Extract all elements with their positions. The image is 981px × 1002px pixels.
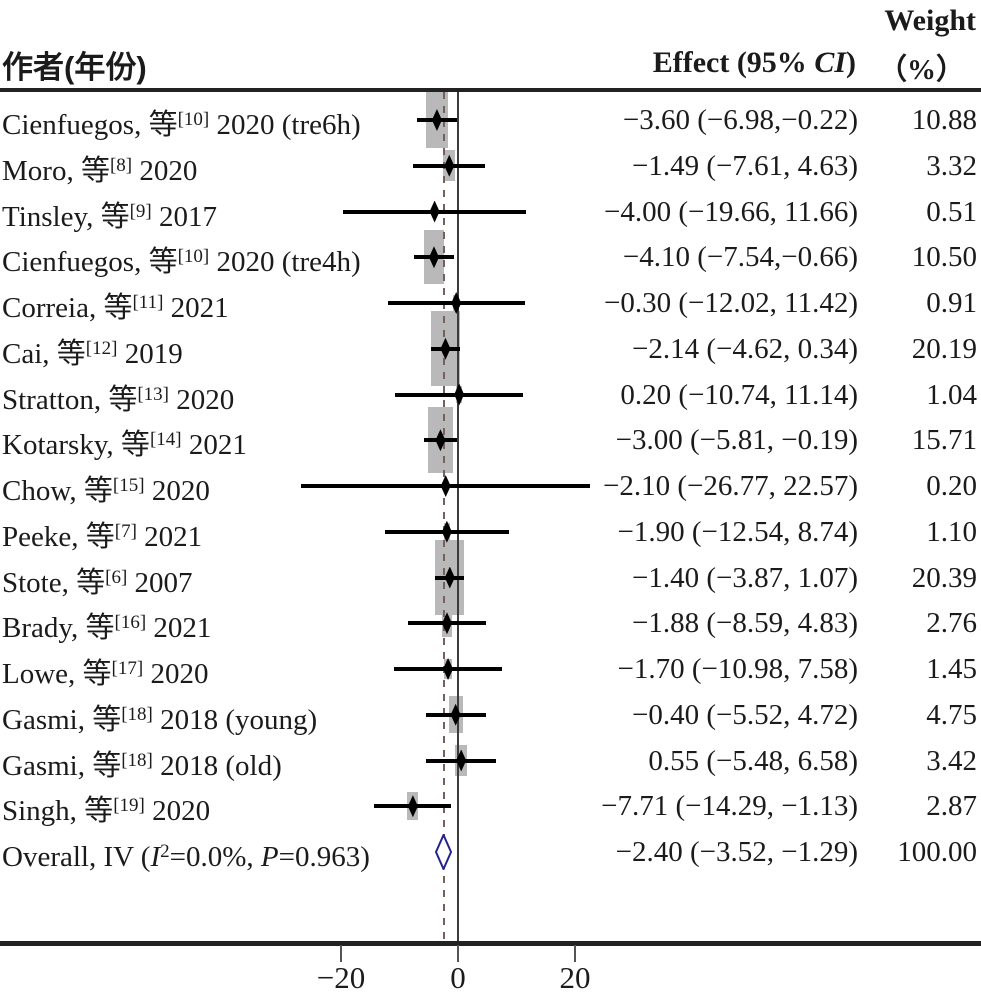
- top-rule: [0, 88, 981, 92]
- x-axis-tick-label: −20: [316, 960, 366, 995]
- x-axis-tick: [574, 945, 576, 962]
- effect-value: −4.00 (−19.66, 11.66): [604, 195, 858, 228]
- effect-value: 0.20 (−10.74, 11.14): [620, 378, 858, 411]
- effect-ci-column-header: Effect (95% CI): [653, 46, 856, 80]
- study-label: Moro, 等[8] 2020: [2, 154, 198, 187]
- study-label: Singh, 等[19] 2020: [2, 795, 211, 828]
- weight-value: 0.91: [926, 287, 977, 319]
- effect-value: −3.60 (−6.98,−0.22): [622, 104, 858, 136]
- weight-value: 1.04: [926, 378, 977, 411]
- weight-value: 20.19: [911, 332, 977, 365]
- point-marker: [407, 795, 418, 818]
- weight-value: 3.42: [926, 744, 977, 777]
- weight-value: 0.20: [926, 470, 977, 502]
- weight-value: 1.10: [926, 515, 977, 548]
- study-label: Gasmi, 等[18] 2018 (young): [2, 703, 318, 736]
- point-marker: [435, 429, 446, 452]
- point-marker: [429, 246, 439, 269]
- weight-value: 2.87: [926, 790, 977, 823]
- study-label: Correia, 等[11] 2021: [2, 292, 229, 324]
- effect-header-ci-italic: CI: [814, 46, 846, 79]
- effect-value: −2.14 (−4.62, 0.34): [631, 332, 858, 365]
- effect-header-close: ): [846, 46, 856, 79]
- effect-value: −1.49 (−7.61, 4.63): [631, 149, 858, 182]
- point-marker: [444, 566, 455, 589]
- author-year-column-header: 作者(年份): [2, 50, 147, 85]
- point-marker: [443, 658, 454, 680]
- point-marker: [454, 383, 465, 406]
- overall-label: Overall, IV (I2=0.0%, P=0.963): [2, 841, 370, 873]
- zero-reference-line: [457, 92, 459, 941]
- effect-value: −1.90 (−12.54, 8.74): [617, 515, 858, 548]
- study-label: Kotarsky, 等[14] 2021: [2, 429, 247, 462]
- study-label: Chow, 等[15] 2020: [2, 475, 210, 507]
- point-marker: [456, 749, 467, 772]
- overall-effect-value: −2.40 (−3.52, −1.29): [615, 836, 858, 868]
- overall-dashed-line: [442, 92, 445, 941]
- effect-value: −1.88 (−8.59, 4.83): [631, 607, 858, 640]
- weight-value: 15.71: [911, 424, 977, 457]
- point-marker: [431, 109, 442, 131]
- x-axis-tick-label: 0: [450, 960, 466, 995]
- x-axis-tick-label: 20: [559, 960, 591, 995]
- point-marker: [451, 292, 462, 314]
- point-marker: [440, 337, 451, 360]
- effect-value: 0.55 (−5.48, 6.58): [648, 744, 858, 777]
- effect-value: −1.40 (−3.87, 1.07): [631, 561, 858, 594]
- effect-value: −0.30 (−12.02, 11.42): [604, 287, 858, 319]
- effect-header-text: Effect (95%: [652, 46, 815, 79]
- study-label: Stote, 等[6] 2007: [2, 566, 193, 599]
- weight-value: 2.76: [926, 607, 977, 640]
- bottom-rule: [0, 941, 981, 946]
- weight-value: 3.32: [926, 149, 977, 182]
- study-label: Cienfuegos, 等[10] 2020 (tre4h): [2, 246, 361, 279]
- study-label: Brady, 等[16] 2021: [2, 612, 212, 645]
- study-label: Stratton, 等[13] 2020: [2, 383, 235, 416]
- overall-diamond: [435, 832, 453, 872]
- point-marker: [440, 475, 451, 497]
- weight-percent-header: （%）: [877, 54, 965, 86]
- point-marker: [450, 703, 461, 726]
- plot-area: Cienfuegos, 等[10] 2020 (tre6h) −3.60 (−6.…: [0, 92, 981, 941]
- study-label: Lowe, 等[17] 2020: [2, 658, 209, 690]
- effect-value: −7.71 (−14.29, −1.13): [601, 790, 858, 823]
- study-label: Cienfuegos, 等[10] 2020 (tre6h): [2, 109, 361, 141]
- study-label: Tinsley, 等[9] 2017: [2, 200, 217, 233]
- weight-value: 10.50: [911, 241, 977, 274]
- study-label: Gasmi, 等[18] 2018 (old): [2, 749, 282, 782]
- effect-value: −3.00 (−5.81, −0.19): [615, 424, 858, 457]
- weight-column-header: Weight: [884, 4, 976, 37]
- study-label: Peeke, 等[7] 2021: [2, 520, 203, 553]
- weight-value: 1.45: [926, 653, 977, 685]
- weight-value: 0.51: [926, 195, 977, 228]
- effect-value: −2.10 (−26.77, 22.57): [602, 470, 858, 502]
- weight-value: 10.88: [911, 104, 977, 136]
- effect-value: −0.40 (−5.52, 4.72): [631, 698, 858, 731]
- x-axis-tick: [457, 945, 459, 962]
- effect-value: −4.10 (−7.54,−0.66): [622, 241, 858, 274]
- point-marker: [429, 200, 440, 223]
- weight-value: 4.75: [926, 698, 977, 731]
- point-marker: [441, 520, 452, 543]
- overall-weight-value: 100.00: [897, 836, 977, 868]
- x-axis-tick: [340, 945, 342, 962]
- point-marker: [442, 612, 452, 635]
- point-marker: [444, 154, 455, 177]
- effect-value: −1.70 (−10.98, 7.58): [617, 653, 858, 685]
- weight-value: 20.39: [911, 561, 977, 594]
- study-label: Cai, 等[12] 2019: [2, 337, 183, 370]
